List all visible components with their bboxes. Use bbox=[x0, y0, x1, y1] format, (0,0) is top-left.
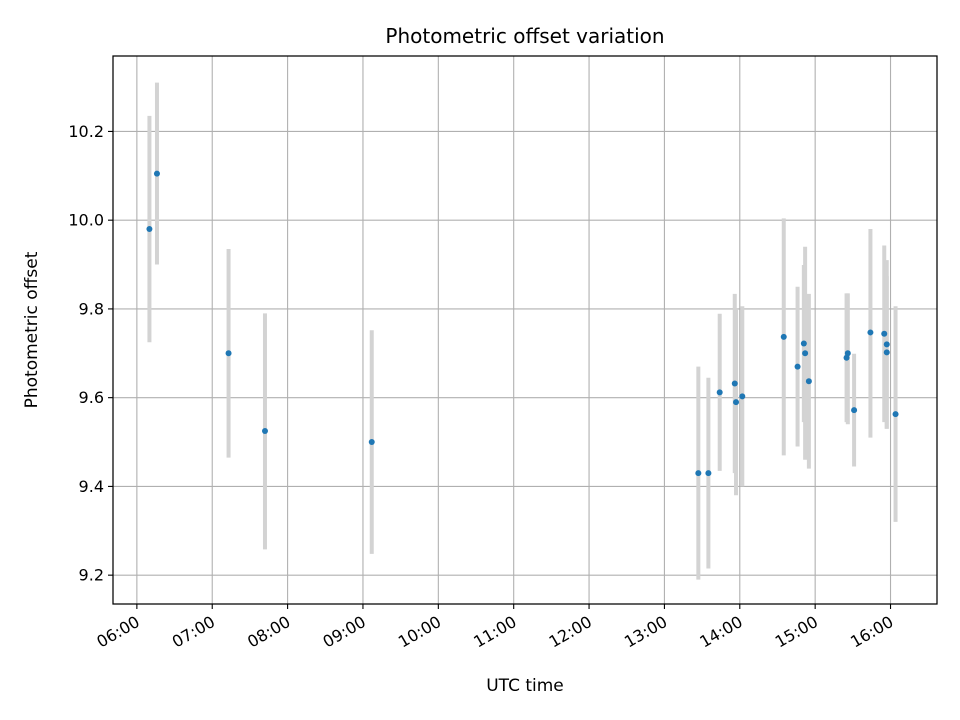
data-point bbox=[867, 329, 874, 336]
data-point bbox=[883, 341, 890, 348]
data-point bbox=[881, 330, 888, 337]
data-point bbox=[695, 470, 702, 477]
y-tick-label: 9.4 bbox=[79, 477, 104, 496]
data-points bbox=[146, 170, 899, 477]
y-tick-label: 9.6 bbox=[79, 388, 104, 407]
y-axis-ticks: 9.2 9.4 9.6 9.8 10.0 10.2 bbox=[68, 122, 113, 585]
plot-frame bbox=[112, 55, 938, 605]
y-tick-label: 9.8 bbox=[79, 299, 104, 318]
data-point bbox=[805, 378, 812, 385]
data-point bbox=[851, 407, 858, 414]
data-point bbox=[731, 380, 738, 387]
data-point bbox=[225, 350, 232, 357]
data-point bbox=[794, 363, 801, 370]
data-point bbox=[802, 350, 809, 357]
data-point bbox=[261, 427, 268, 434]
data-point bbox=[368, 439, 375, 446]
y-tick-label: 10.0 bbox=[68, 211, 104, 230]
y-tick-label: 9.2 bbox=[79, 566, 104, 585]
y-axis-label: Photometric offset bbox=[22, 251, 42, 408]
data-point bbox=[146, 226, 153, 233]
data-point bbox=[800, 340, 807, 347]
x-axis-label: UTC time bbox=[486, 676, 564, 696]
data-point bbox=[739, 393, 746, 400]
data-point bbox=[716, 389, 723, 396]
data-point bbox=[705, 470, 712, 477]
chart-title: Photometric offset variation bbox=[385, 24, 664, 48]
grid bbox=[113, 56, 937, 604]
data-point bbox=[883, 349, 890, 356]
data-point bbox=[844, 350, 851, 357]
data-point bbox=[780, 333, 787, 340]
data-point bbox=[733, 399, 740, 406]
data-point bbox=[153, 170, 160, 177]
data-point bbox=[892, 411, 899, 418]
y-tick-label: 10.2 bbox=[68, 122, 104, 141]
